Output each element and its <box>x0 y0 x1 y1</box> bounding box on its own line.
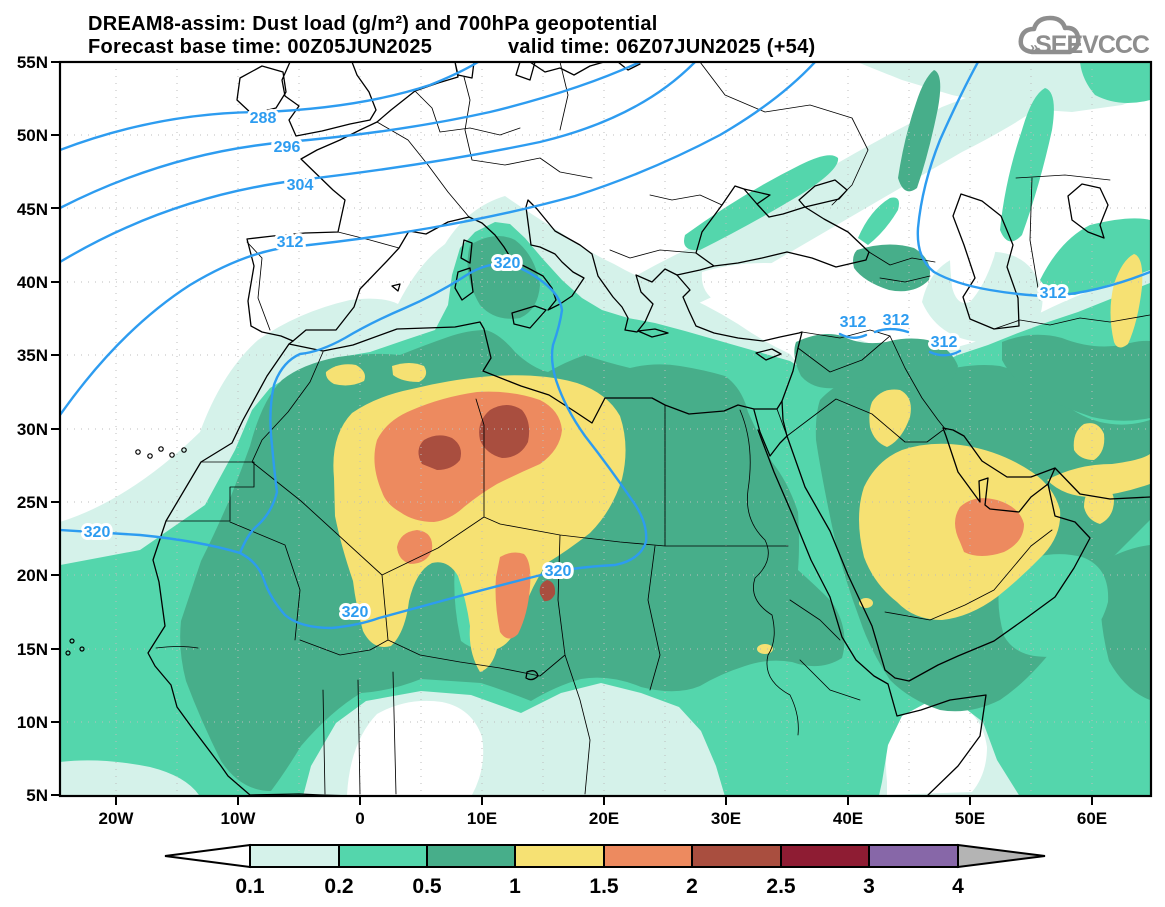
lat-tick-label: 10N <box>17 713 48 732</box>
lon-tick-label: 40E <box>833 809 863 828</box>
legend-swatch <box>691 844 782 868</box>
seevccc-logo: » SEEVCCC <box>1018 15 1151 59</box>
logo-wordmark: SEEVCCC <box>1035 31 1150 59</box>
legend-value: 2.5 <box>766 875 796 898</box>
colorbar-legend: 0.1 0.2 0.5 1 1.5 2 2.5 3 4 <box>164 843 1046 898</box>
lat-tick-label: 5N <box>26 786 48 805</box>
legend-right-arrow <box>957 843 1046 869</box>
lat-tick-label: 50N <box>17 126 48 145</box>
cloud-chevrons-icon: » <box>1030 39 1038 56</box>
legend-swatch <box>603 844 693 868</box>
contour-label-288: 288 <box>250 110 277 127</box>
contour-label-320-sahel-west: 320 <box>342 604 369 621</box>
legend-value: 0.2 <box>324 875 353 898</box>
lon-tick-label: 20E <box>589 809 619 828</box>
lat-tick-label: 20N <box>17 566 48 585</box>
geopotential-contours <box>61 63 1150 630</box>
title-valid-time: valid time: 06Z07JUN2025 (+54) <box>508 36 816 58</box>
legend-swatch <box>426 844 516 868</box>
legend-value: 0.1 <box>235 875 265 898</box>
lat-tick-label: 55N <box>17 53 48 72</box>
contour-label-312-levant-b: 312 <box>883 312 910 329</box>
latitude-axis: 55N 50N 45N 40N 35N 30N 25N 20N 15N 10N … <box>17 53 60 805</box>
lon-tick-label: 10E <box>467 809 497 828</box>
dust-fill-below-min <box>347 194 998 795</box>
cloud-icon <box>1018 15 1081 55</box>
nile-river <box>739 409 799 736</box>
legend-swatch <box>514 844 605 868</box>
map-plot-area: 288 296 304 312 320 312 312 312 312 320 … <box>61 63 1150 795</box>
legend-value: 4 <box>952 875 964 898</box>
title-forecast-base: Forecast base time: 00Z05JUN2025 <box>88 36 432 58</box>
contour-label-320-sahel-east: 320 <box>545 563 572 580</box>
contour-label-320-atlantic: 320 <box>84 524 111 541</box>
contour-label-312-levant-a: 312 <box>840 314 867 331</box>
legend-swatch <box>338 844 428 868</box>
legend-value: 1.5 <box>589 875 619 898</box>
lat-tick-label: 35N <box>17 346 48 365</box>
lat-tick-label: 30N <box>17 420 48 439</box>
lat-tick-label: 15N <box>17 640 48 659</box>
title-line1: DREAM8-assim: Dust load (g/m²) and 700hP… <box>88 13 658 35</box>
country-borders <box>155 63 1150 795</box>
island-dots <box>65 446 187 656</box>
coastlines <box>65 63 1150 795</box>
legend-swatch <box>868 844 959 868</box>
legend-swatch <box>780 844 870 868</box>
lon-tick-label: 20W <box>99 809 135 828</box>
contour-label-312-west: 312 <box>277 234 304 251</box>
legend-swatch <box>249 844 340 868</box>
dust-fill-level-2 <box>418 405 556 602</box>
geopotential-contour-labels: 288 296 304 312 320 312 312 312 312 320 … <box>81 107 1070 624</box>
lon-tick-label: 10W <box>221 809 257 828</box>
lat-tick-label: 25N <box>17 493 48 512</box>
lon-tick-label: 0 <box>355 809 364 828</box>
legend-value: 1 <box>509 875 521 898</box>
contour-label-312-levant-c: 312 <box>931 334 958 351</box>
legend-value: 2 <box>686 875 698 898</box>
longitude-axis: 20W 10W 0 10E 20E 30E 40E 50E 60E <box>99 796 1107 828</box>
contour-label-296: 296 <box>274 139 301 156</box>
contour-label-312-east: 312 <box>1040 285 1067 302</box>
legend-value: 0.5 <box>412 875 442 898</box>
contour-label-320-italy: 320 <box>494 255 521 272</box>
contour-label-304: 304 <box>287 177 314 194</box>
legend-value: 3 <box>863 875 875 898</box>
lon-tick-label: 50E <box>955 809 985 828</box>
dust-fill-level-0.1-overlays <box>61 760 199 795</box>
lon-tick-label: 30E <box>711 809 741 828</box>
lon-tick-label: 60E <box>1077 809 1107 828</box>
lat-tick-label: 45N <box>17 200 48 219</box>
lat-tick-label: 40N <box>17 273 48 292</box>
